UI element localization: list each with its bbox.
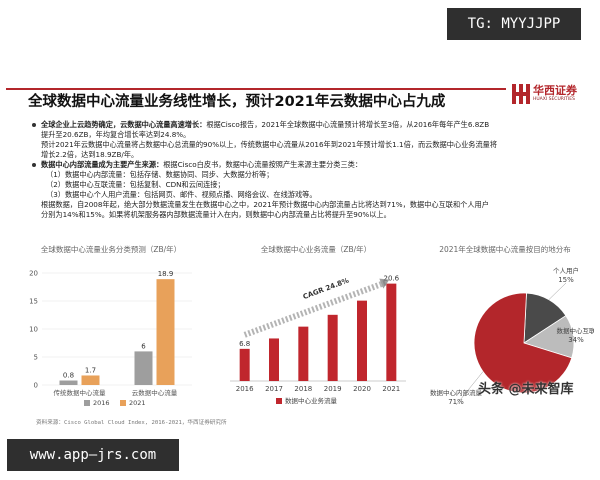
paragraph: （3）数据中心个人用户流量：包括网页、邮件、视频点播、网络会议、在线游戏等。 — [46, 190, 317, 199]
bar-chart: 0 5 10 15 20 0.8 1.7 传统数据中心流量 6 18.9 云数据中心流量 2016 20… — [29, 270, 192, 407]
bar — [327, 314, 338, 381]
bar — [357, 300, 367, 381]
leader-line — [573, 336, 577, 344]
legend-label: 数据中心业务流量 — [285, 396, 338, 405]
legend-swatch — [120, 400, 126, 406]
paragraph: （2）数据中心互联流量：包括复制、CDN和云间连接； — [46, 180, 225, 189]
x-tick-label: 传统数据中心流量 — [54, 388, 107, 397]
paragraph: 分别为14%和15%。如果将机架服务器内部数据流量计入在内，则数据中心内部流量占… — [41, 210, 391, 219]
x-tick-label: 云数据中心流量 — [132, 388, 178, 397]
slice-label: 个人用户 — [553, 266, 579, 275]
data-label: 18.9 — [158, 270, 174, 278]
x-tick-label: 2019 — [324, 385, 342, 393]
huaxi-logo: 华西证券 HUAXI SECURITIES — [511, 80, 591, 110]
cagr-arrowhead-icon — [379, 278, 390, 289]
y-tick-label: 0 — [34, 382, 38, 390]
slice-label: 数据中心内部流量 — [430, 388, 483, 397]
data-label: 20.6 — [384, 275, 400, 283]
cagr-arrow — [243, 279, 387, 338]
bar — [269, 338, 279, 381]
toutiao-watermark: 头条 @未来智库 — [478, 382, 574, 397]
legend-swatch — [84, 400, 90, 406]
slice-label: 数据中心互联 — [557, 326, 595, 335]
x-tick-label: 2020 — [353, 385, 371, 393]
chart-title: 全球数据中心业务流量（ZB/年） — [260, 245, 372, 254]
x-tick-label: 2016 — [236, 385, 254, 393]
paragraph: 预计2021年云数据中心流量将占数据中心总流量的90%以上，传统数据中心流量从2… — [41, 140, 498, 149]
legend-swatch — [276, 398, 282, 404]
data-label: 0.8 — [63, 372, 74, 380]
huaxi-logo-mark-icon — [512, 84, 530, 104]
x-tick-label: 2021 — [382, 385, 400, 393]
paragraph: 增长2.2倍，达到18.9ZB/年。 — [41, 150, 139, 159]
source-note: 资料来源：Cisco Global Cloud Index, 2016-2021… — [36, 420, 227, 426]
slide-title: 全球数据中心流量业务线性增长，预计2021年云数据中心占九成 — [28, 94, 446, 110]
chart-title: 全球数据中心流量业务分类预测（ZB/年） — [40, 245, 182, 254]
paragraph: 根据数据，自2008年起，绝大部分数据流量发生在数据中心之中，2021年预计数据… — [41, 200, 489, 209]
y-tick-label: 15 — [29, 298, 38, 306]
chart-traditional-vs-cloud: 全球数据中心流量业务分类预测（ZB/年） 0 5 10 15 20 0.8 1.7 传统数据中… — [16, 245, 206, 415]
slice-pct-label: 15% — [558, 276, 574, 284]
bar — [59, 380, 78, 385]
bar — [81, 375, 100, 385]
bar — [156, 279, 175, 385]
paragraph: （1）数据中心内部流量：包括存储、数据协同、同步、大数据分析等； — [46, 170, 274, 179]
logo-name-en: HUAXI SECURITIES — [533, 97, 575, 102]
data-label: 1.7 — [85, 366, 96, 374]
x-tick-label: 2018 — [294, 385, 312, 393]
slice-pct-label: 71% — [448, 398, 464, 406]
y-tick-label: 20 — [29, 270, 38, 278]
data-label: 6 — [141, 342, 146, 350]
legend-label: 2016 — [93, 399, 110, 407]
logo-name-cn: 华西证券 — [533, 84, 577, 97]
paragraph: 全球企业上云趋势确定，云数据中心流量高速增长：根据Cisco报告，2021年全球… — [32, 120, 584, 130]
data-label: 6.8 — [239, 340, 250, 348]
y-tick-label: 10 — [29, 326, 38, 334]
bar — [239, 348, 250, 381]
bar — [386, 283, 397, 381]
legend-label: 2021 — [129, 399, 146, 407]
slice-pct-label: 34% — [568, 336, 584, 344]
bar — [134, 351, 153, 385]
report-slide: 全球数据中心流量业务线性增长，预计2021年云数据中心占九成 华西证券 HUAX… — [6, 60, 594, 438]
chart-dc-traffic: 全球数据中心业务流量（ZB/年） 6.8 2016 2017 2018 2019 2020… — [216, 245, 416, 415]
site-url-banner: www.app–jrs.com — [7, 439, 179, 471]
paragraph: 提升至20.6ZB，年均复合增长率达到24.8%。 — [41, 130, 191, 139]
channel-tag: TG: MYYJJPP — [447, 8, 581, 40]
x-tick-label: 2017 — [265, 385, 283, 393]
y-tick-label: 5 — [34, 354, 38, 362]
paragraph: 数据中心内部流量成为主要产生来源：根据Cisco白皮书，数据中心流量按照产生来源… — [32, 160, 584, 170]
chart-title: 2021年全球数据中心流量按目的地分布 — [439, 245, 571, 254]
title-rule — [6, 88, 506, 90]
bar — [298, 326, 309, 381]
leader-line — [455, 371, 484, 406]
chart-destination-pie: 2021年全球数据中心流量按目的地分布 数据中心内部流量 71% 数据中心互联 34%… — [416, 245, 594, 435]
body-text: 全球企业上云趋势确定，云数据中心流量高速增长：根据Cisco报告，2021年全球… — [32, 120, 584, 220]
leader-line — [548, 282, 567, 300]
